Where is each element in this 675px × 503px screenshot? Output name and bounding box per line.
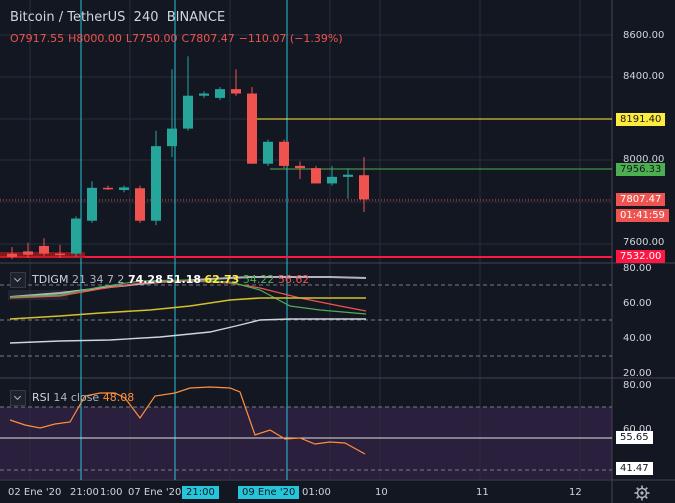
interval[interactable]: 240 xyxy=(133,10,159,25)
rsi-value: 48.08 xyxy=(102,391,135,404)
candle-body xyxy=(327,176,337,184)
candle-body xyxy=(39,245,49,254)
candle-body xyxy=(71,218,81,254)
countdown-tag: 01:41:59 xyxy=(616,209,669,222)
price-label: 8400.00 xyxy=(623,71,665,82)
ohlc-high: H8000.00 xyxy=(68,32,122,45)
time-label: 11 xyxy=(476,487,489,498)
chart-header: Bitcoin / TetherUS 240 BINANCE xyxy=(10,10,225,25)
tdi-legend: TDIGM 21 34 7 2 74.28 51.18 62.73 54.22 … xyxy=(10,272,309,288)
tdi-value-2: 51.18 xyxy=(166,273,202,286)
candle-body xyxy=(279,141,289,166)
candle-body xyxy=(263,141,273,164)
exchange: BINANCE xyxy=(166,10,226,25)
yellow-price-tag: 8191.40 xyxy=(616,113,666,126)
collapse-icon[interactable] xyxy=(10,272,26,288)
time-label: 02 Ene '20 xyxy=(8,487,62,498)
candle-body xyxy=(183,95,193,129)
ohlc-close: C7807.47 xyxy=(181,32,235,45)
time-label-highlight: 21:00 xyxy=(182,486,219,499)
rsi-params: 14 close xyxy=(53,391,100,404)
tdi-yellow-line xyxy=(9,297,366,320)
candle-body xyxy=(87,187,97,221)
time-label: 01:00 xyxy=(302,487,331,498)
tdi-value-3: 62.73 xyxy=(204,273,240,286)
candles-group xyxy=(7,56,369,260)
collapse-icon[interactable] xyxy=(10,390,26,406)
ohlc-readout: O7917.55 H8000.00 L7750.00 C7807.47 −110.07 … xyxy=(10,32,347,45)
candle-body xyxy=(215,89,225,98)
time-label: 21:00 xyxy=(70,487,99,498)
ohlc-change: −110.07 (−1.39%) xyxy=(238,32,343,45)
tdi-axis-label: 40.00 xyxy=(623,333,652,344)
candle-body xyxy=(135,188,145,221)
tdi-white-lower xyxy=(9,318,366,344)
candle-body xyxy=(119,187,129,191)
time-label: 07 Ene '20 xyxy=(128,487,182,498)
tdi-value-4: 54.22 xyxy=(242,273,275,286)
green-price-tag: 7956.33 xyxy=(616,163,666,176)
tdi-value-5: 56.62 xyxy=(277,273,310,286)
rsi-axis-label: 80.00 xyxy=(623,380,652,391)
rsi-white-tag: 55.65 xyxy=(616,431,653,444)
current-price-tag: 7807.47 xyxy=(616,193,666,206)
candle-body xyxy=(231,89,241,94)
tdi-axis-label: 80.00 xyxy=(623,263,652,274)
ohlc-open: O7917.55 xyxy=(10,32,65,45)
tdi-green-line xyxy=(9,279,367,315)
rsi-axis-label: 60.00 xyxy=(623,424,652,435)
rsi-legend: RSI 14 close 48.08 xyxy=(10,390,134,406)
tdi-value-1: 74.28 xyxy=(127,273,163,286)
red-price-tag: 7532.00 xyxy=(616,250,666,263)
gear-icon[interactable] xyxy=(634,485,650,501)
rsi-band xyxy=(0,407,612,479)
candle-body xyxy=(167,128,177,147)
price-label: 8600.00 xyxy=(623,30,665,41)
tdi-white-upper xyxy=(9,276,367,298)
candle-body xyxy=(359,175,369,200)
candle-body xyxy=(7,253,17,257)
time-label: 10 xyxy=(375,487,388,498)
candle-body xyxy=(199,93,209,96)
price-label: 8000.00 xyxy=(623,154,665,165)
candle-body xyxy=(151,146,161,221)
time-label-highlight: 09 Ene '20 xyxy=(238,486,300,499)
candle-body xyxy=(247,93,257,164)
time-label: 12 xyxy=(569,487,582,498)
candle-body xyxy=(55,253,65,256)
price-label: 7600.00 xyxy=(623,237,665,248)
tdi-axis-label: 60.00 xyxy=(623,298,652,309)
time-label: 1:00 xyxy=(100,487,123,498)
candle-body xyxy=(103,187,113,190)
tdi-label: TDIGM xyxy=(32,273,69,286)
symbol-name[interactable]: Bitcoin / TetherUS xyxy=(10,10,126,25)
candle-body xyxy=(295,165,305,169)
tdi-axis-label: 20.00 xyxy=(623,368,652,379)
candle-body xyxy=(23,251,33,255)
candle-body xyxy=(343,174,353,177)
rsi-line xyxy=(9,386,366,455)
rsi-gray-tag: 41.47 xyxy=(616,462,653,475)
ohlc-low: L7750.00 xyxy=(125,32,178,45)
candle-body xyxy=(311,168,321,184)
rsi-label: RSI xyxy=(32,391,50,404)
tdi-red-line xyxy=(9,280,367,312)
tdi-params: 21 34 7 2 xyxy=(71,273,125,286)
